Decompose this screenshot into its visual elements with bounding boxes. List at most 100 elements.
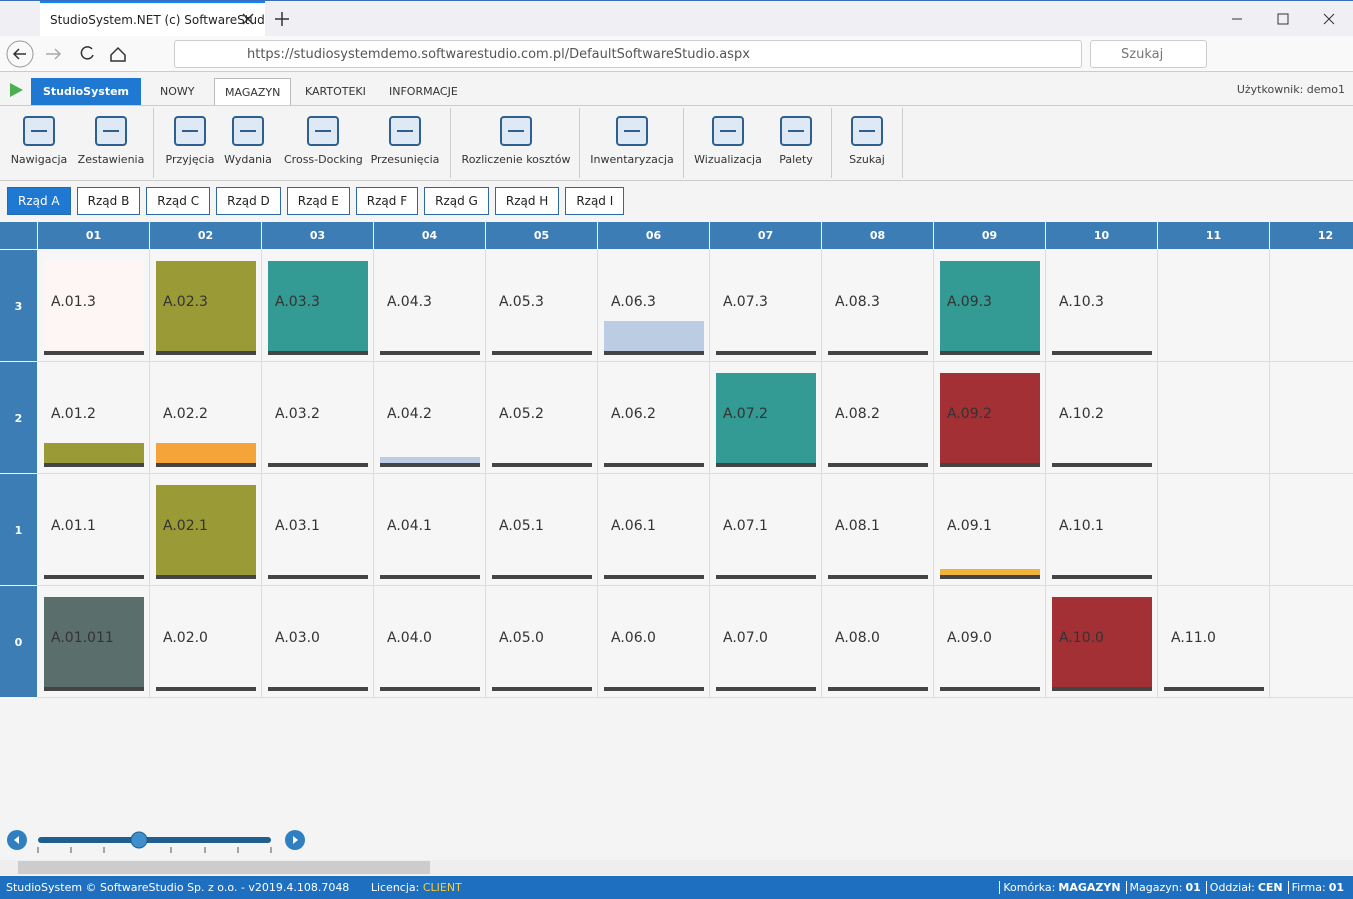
location-cell[interactable]: A.10.1 [1046,474,1158,586]
column-header: 11 [1158,222,1269,249]
location-cell [1158,362,1270,474]
row-button[interactable]: Rząd H [494,187,560,215]
location-cell[interactable]: A.10.3 [1046,250,1158,362]
ribbon-button[interactable]: Cross-Docking [284,106,363,180]
location-cell[interactable]: A.02.0 [150,586,262,698]
location-cell[interactable]: A.10.0 [1046,586,1158,698]
location-box [156,485,256,579]
ribbon-button[interactable]: Rozliczenie kosztów [458,106,574,180]
location-cell[interactable]: A.09.1 [934,474,1046,586]
location-cell[interactable]: A.09.2 [934,362,1046,474]
ribbon-button[interactable]: Nawigacja [6,106,72,180]
location-cell[interactable]: A.06.1 [598,474,710,586]
ribbon-button[interactable]: Wydania [222,106,274,180]
ribbon-button[interactable]: Przesunięcia [368,106,442,180]
tab-close[interactable] [240,11,256,27]
window-controls[interactable] [1230,11,1340,27]
nav-buttons[interactable] [6,40,136,68]
location-cell[interactable]: A.08.2 [822,362,934,474]
app-logo [10,83,23,97]
location-cell[interactable]: A.02.2 [150,362,262,474]
location-label: A.08.3 [835,294,880,310]
location-cell[interactable]: A.08.0 [822,586,934,698]
location-cell[interactable]: A.03.1 [262,474,374,586]
ribbon-icon [23,116,55,146]
location-label: A.06.2 [611,406,656,422]
location-cell[interactable]: A.07.0 [710,586,822,698]
location-cell[interactable]: A.01.2 [38,362,150,474]
status-bar: StudioSystem © SoftwareStudio Sp. z o.o.… [0,876,1353,899]
ribbon-button[interactable]: Inwentaryzacja [588,106,676,180]
zoom-slider[interactable] [0,826,1353,876]
location-cell[interactable]: A.04.0 [374,586,486,698]
ribbon-button[interactable]: Palety [770,106,822,180]
location-cell[interactable]: A.07.2 [710,362,822,474]
location-box [44,261,144,355]
ribbon-button[interactable]: Wizualizacja [692,106,764,180]
location-cell[interactable]: A.05.2 [486,362,598,474]
box-base [604,463,704,467]
ribbon-button[interactable]: Zestawienia [76,106,146,180]
app-tab[interactable]: KARTOTEKI [305,85,366,98]
location-cell[interactable]: A.01.1 [38,474,150,586]
box-base [716,463,816,467]
location-label: A.08.2 [835,406,880,422]
location-cell[interactable]: A.02.3 [150,250,262,362]
location-cell[interactable]: A.10.2 [1046,362,1158,474]
location-label: A.03.1 [275,518,320,534]
location-cell[interactable]: A.07.3 [710,250,822,362]
location-cell[interactable]: A.05.0 [486,586,598,698]
browser-tab[interactable]: StudioSystem.NET (c) SoftwareStud [40,1,265,37]
location-cell[interactable]: A.03.0 [262,586,374,698]
row-button[interactable]: Rząd C [146,187,211,215]
location-cell[interactable]: A.06.2 [598,362,710,474]
row-button[interactable]: Rząd B [76,187,141,215]
location-cell[interactable]: A.11.0 [1158,586,1270,698]
new-tab[interactable] [274,11,290,27]
location-label: A.01.011 [51,630,114,646]
location-cell[interactable]: A.01.011 [38,586,150,698]
app-tab[interactable]: MAGAZYN [214,78,292,105]
location-cell[interactable]: A.08.1 [822,474,934,586]
location-label: A.05.3 [499,294,544,310]
row-button[interactable]: Rząd I [565,187,625,215]
ribbon-button[interactable]: Szukaj [842,106,892,180]
location-cell[interactable]: A.03.2 [262,362,374,474]
license-label: Licencja: [370,881,420,894]
location-cell[interactable]: A.02.1 [150,474,262,586]
location-cell[interactable]: A.04.1 [374,474,486,586]
location-cell[interactable]: A.04.3 [374,250,486,362]
location-cell[interactable]: A.06.0 [598,586,710,698]
location-box [380,485,480,579]
location-cell[interactable]: A.08.3 [822,250,934,362]
ribbon-button[interactable]: Przyjęcia [164,106,216,180]
box-base [44,687,144,691]
app-tab[interactable]: StudioSystem [31,78,141,105]
row-button[interactable]: Rząd E [286,187,350,215]
ribbon-label: Cross-Docking [284,153,363,166]
location-cell[interactable]: A.09.0 [934,586,1046,698]
location-cell[interactable]: A.06.3 [598,250,710,362]
location-cell[interactable]: A.07.1 [710,474,822,586]
app-tab[interactable]: NOWY [160,85,195,98]
search-box[interactable]: Szukaj [1090,40,1207,68]
row-button[interactable]: Rząd F [355,187,419,215]
location-cell[interactable]: A.03.3 [262,250,374,362]
location-cell[interactable]: A.09.3 [934,250,1046,362]
url-bar[interactable]: https://studiosystemdemo.softwarestudio.… [174,40,1082,68]
row-button[interactable]: Rząd A [7,187,71,215]
box-base [268,463,368,467]
occupancy-fill [156,261,256,351]
row-button[interactable]: Rząd D [216,187,281,215]
box-base [604,351,704,355]
app-tab[interactable]: INFORMACJE [389,85,458,98]
field-label: Komórka: [1003,881,1056,894]
location-label: A.10.0 [1059,630,1104,646]
location-cell[interactable]: A.05.1 [486,474,598,586]
row-button[interactable]: Rząd G [424,187,489,215]
location-cell[interactable]: A.05.3 [486,250,598,362]
occupancy-fill [44,443,144,463]
location-cell[interactable]: A.04.2 [374,362,486,474]
separator [902,108,903,178]
location-cell[interactable]: A.01.3 [38,250,150,362]
